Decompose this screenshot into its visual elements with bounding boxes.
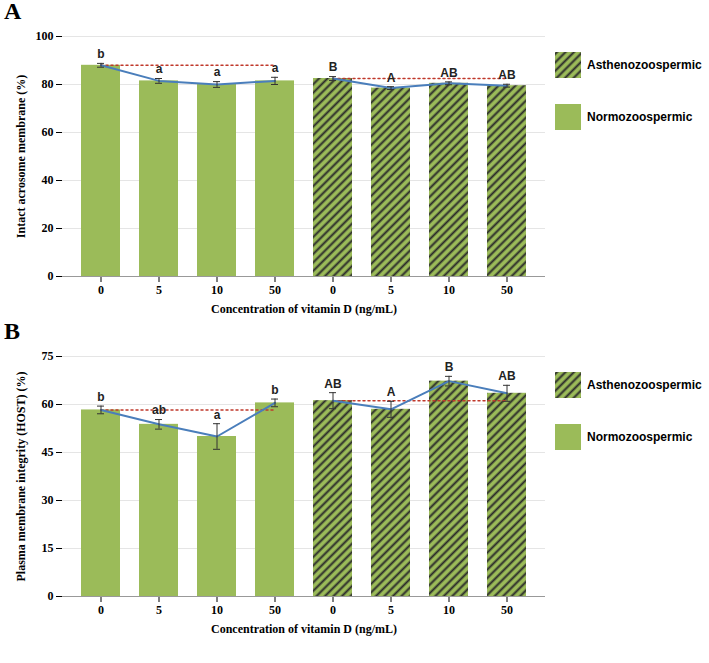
svg-text:b: b [271, 383, 278, 397]
svg-text:A: A [387, 71, 396, 85]
svg-text:B: B [329, 60, 338, 74]
svg-text:10: 10 [211, 283, 223, 297]
svg-text:0: 0 [98, 283, 104, 297]
svg-text:10: 10 [211, 603, 223, 617]
svg-text:10: 10 [443, 603, 455, 617]
html-text:B: B [4, 318, 20, 344]
svg-text:0: 0 [330, 603, 336, 617]
svg-text:60: 60 [42, 397, 54, 411]
svg-text:15: 15 [42, 541, 54, 555]
svg-text:AB: AB [440, 66, 458, 80]
svg-text:a: a [214, 408, 221, 422]
svg-text:0: 0 [48, 589, 54, 603]
svg-text:AB: AB [324, 377, 342, 391]
svg-text:30: 30 [42, 493, 54, 507]
svg-text:80: 80 [42, 77, 54, 91]
svg-text:B: B [445, 360, 454, 374]
svg-text:Concentration of vitamin D (ng: Concentration of vitamin D (ng/mL) [211, 622, 397, 636]
html-text:Normozoospermic: Normozoospermic [587, 430, 693, 444]
svg-text:ab: ab [152, 403, 166, 417]
html-text:Asthenozoospermic: Asthenozoospermic [587, 58, 702, 72]
svg-text:b: b [97, 47, 104, 61]
html-text:Asthenozoospermic: Asthenozoospermic [587, 378, 702, 392]
svg-text:5: 5 [388, 283, 394, 297]
svg-text:5: 5 [156, 283, 162, 297]
svg-text:40: 40 [42, 173, 54, 187]
svg-text:0: 0 [98, 603, 104, 617]
svg-text:60: 60 [42, 125, 54, 139]
html-text:Normozoospermic: Normozoospermic [587, 110, 693, 124]
svg-text:0: 0 [48, 269, 54, 283]
svg-text:50: 50 [269, 283, 281, 297]
svg-text:Concentration of vitamin D (ng: Concentration of vitamin D (ng/mL) [211, 302, 397, 316]
svg-text:100: 100 [36, 29, 54, 43]
svg-text:A: A [387, 385, 396, 399]
svg-text:50: 50 [501, 603, 513, 617]
svg-text:Plasma membrane integrity (HOS: Plasma membrane integrity (HOST) (%) [14, 372, 28, 582]
svg-text:5: 5 [156, 603, 162, 617]
svg-text:b: b [97, 390, 104, 404]
svg-text:AB: AB [498, 369, 516, 383]
svg-text:Intact acrosome membrane (%): Intact acrosome membrane (%) [14, 75, 28, 238]
svg-text:5: 5 [388, 603, 394, 617]
svg-text:AB: AB [498, 68, 516, 82]
svg-text:a: a [214, 65, 221, 79]
svg-text:0: 0 [330, 283, 336, 297]
svg-text:50: 50 [501, 283, 513, 297]
svg-text:10: 10 [443, 283, 455, 297]
svg-text:75: 75 [42, 349, 54, 363]
svg-text:50: 50 [269, 603, 281, 617]
svg-text:a: a [156, 62, 163, 76]
svg-text:a: a [272, 61, 279, 75]
svg-text:20: 20 [42, 221, 54, 235]
svg-text:45: 45 [42, 445, 54, 459]
